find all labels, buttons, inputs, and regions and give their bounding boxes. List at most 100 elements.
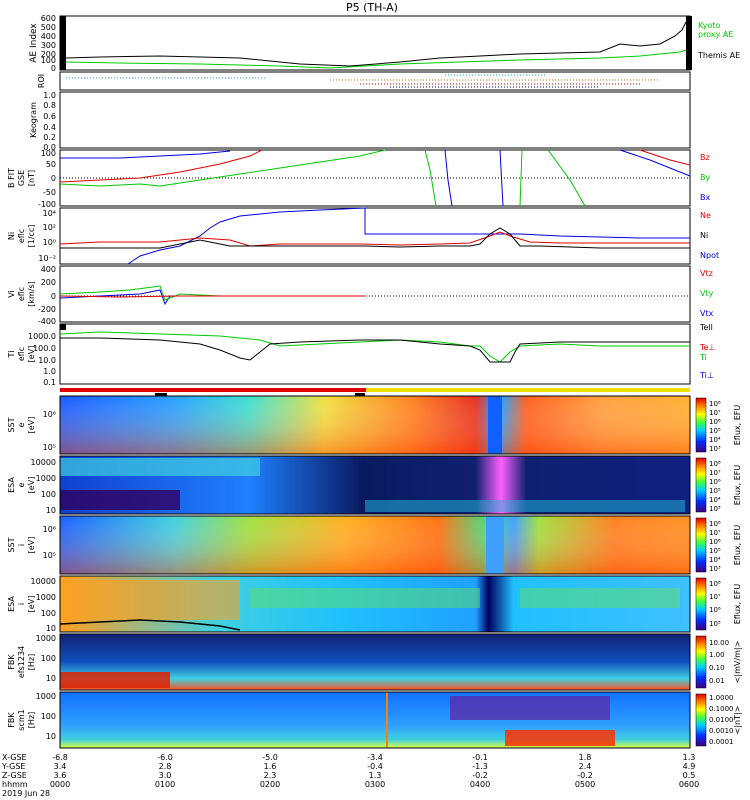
ae-ylabel: AE Index — [29, 23, 39, 63]
ti-tick-2: 10.0 — [38, 356, 56, 365]
hhmm-val-2: 0200 — [260, 780, 280, 789]
fbk1-panel: FBK efs1234 [Hz] 1000 100 10 — [7, 633, 691, 691]
x-val-3: -3.4 — [367, 753, 383, 762]
legend-ne: Ne — [700, 211, 711, 220]
ae-tick-4: 200 — [41, 50, 56, 59]
ae-left-bar — [60, 16, 66, 70]
cb5-tick-1: 1.00 — [709, 651, 725, 659]
fbk1-frame — [59, 633, 691, 691]
bfit-tick-2: 0 — [51, 174, 56, 183]
x-val-0: -6.8 — [52, 753, 68, 762]
vi-panel: Vi eflc [km/s] 400 200 0 -200 -400 Vtz V… — [7, 265, 714, 326]
bfit-tick-0: 100 — [41, 149, 56, 158]
fbk1-ylabel-1: efs1234 — [17, 646, 26, 678]
y-val-3: -0.4 — [367, 762, 383, 771]
plot-title: P5 (TH-A) — [346, 1, 398, 14]
legend-vtz: Vtz — [700, 269, 713, 278]
cb4-tick-2: 10⁶ — [709, 606, 721, 614]
x-val-4: -0.1 — [472, 753, 488, 762]
mode-bar-red — [60, 388, 366, 392]
legend-proxy-ae: proxy AE — [698, 30, 733, 39]
y-val-1: 2.8 — [159, 762, 172, 771]
ae-frame — [59, 15, 691, 71]
by-line-2 — [424, 149, 437, 207]
fbk1-tick-2: 10 — [46, 674, 56, 683]
keogram-tick-5: 0.0 — [43, 143, 56, 152]
sst-e-ylabel-0: SST — [7, 417, 16, 432]
keogram-panel: Keogram 1.0 0.8 0.6 0.4 0.2 0.0 — [29, 91, 691, 152]
cb4-tick-3: 10⁵ — [709, 620, 721, 628]
fbk2-purple-band — [450, 696, 610, 720]
by-line — [59, 149, 386, 187]
keogram-frame — [59, 91, 691, 149]
y-val-0: 3.4 — [54, 762, 67, 771]
cb2-tick-1: 10⁷ — [709, 469, 721, 477]
y-val-6: 4.9 — [683, 762, 696, 771]
cb6-tick-1: 0.1000 — [709, 705, 734, 713]
z-val-2: 2.3 — [264, 771, 277, 780]
esa-e-frame — [59, 455, 691, 515]
esa-i-hot-band — [60, 580, 240, 620]
ti-tick-3: 1.0 — [43, 367, 56, 376]
keogram-tick-0: 1.0 — [43, 91, 56, 100]
ni-tick-3: 10⁻² — [38, 254, 56, 263]
fbk2-tick-2: 10 — [46, 732, 56, 741]
ae-tick-6: 0 — [51, 64, 56, 73]
legend-te-perp: Te⊥ — [699, 343, 715, 352]
fbk2-hot-band — [505, 730, 615, 746]
bfit-tick-4: -100 — [38, 200, 56, 209]
bx-line-2 — [444, 149, 453, 207]
colorbar-6-label: <|nT|> — [733, 706, 742, 735]
bx-line-4 — [619, 149, 691, 177]
ti-frame — [59, 323, 691, 385]
legend-by: By — [700, 173, 710, 182]
cb6-tick-4: 0.0001 — [709, 738, 734, 746]
x-val-2: -5.0 — [262, 753, 278, 762]
colorbar-3-label: Eflux, EFU — [733, 525, 742, 566]
sst-i-ylabel-1: i — [17, 544, 26, 546]
ae-panel: AE Index 600 500 400 300 200 100 0 Kyoto… — [29, 14, 740, 73]
esa-i-ylabel-1: i — [17, 603, 26, 605]
esa-i-scpot-line — [59, 619, 241, 631]
esa-e-ylabel-0: ESA — [7, 477, 16, 493]
colorbar-2 — [695, 457, 707, 513]
esa-i-tick-2: 100 — [41, 609, 56, 618]
cb3-tick-3: 10⁵ — [709, 547, 721, 555]
colorbar-4-label: Eflux, EFU — [733, 584, 742, 625]
bz-line-2 — [639, 149, 691, 166]
ti-ylabel-0: Ti — [7, 351, 16, 359]
mode-bar-black-2 — [355, 393, 365, 396]
ni-frame — [59, 207, 691, 265]
z-val-4: -0.2 — [472, 771, 488, 780]
bx-line-3 — [499, 149, 504, 207]
esa-e-hot-band — [60, 458, 260, 476]
cb5-tick-0: 10.00 — [709, 639, 729, 647]
legend-ti: Ti — [699, 353, 707, 362]
bfit-tick-1: 50 — [46, 160, 56, 169]
fbk1-tick-1: 100 — [41, 654, 56, 663]
fbk1-ylabel-0: FBK — [7, 654, 16, 670]
ti-ylabel-1: eflc — [17, 347, 26, 361]
hhmm-val-0: 0000 — [50, 780, 70, 789]
ti-panel: Ti eflc [eV] 1000.0 100.0 10.0 1.0 0.1 T… — [7, 323, 715, 387]
cb5-tick-2: 0.10 — [709, 664, 725, 672]
legend-bz: Bz — [700, 153, 710, 162]
cb3-tick-1: 10⁷ — [709, 529, 721, 537]
sst-i-panel: SST i [eV] 10⁶ 10⁵ — [7, 515, 691, 575]
esa-i-frame — [59, 575, 691, 633]
footer-label-z: Z-GSE — [2, 771, 27, 780]
fbk2-ylabel-1: scm1 — [17, 709, 26, 730]
footer-label-y: Y-GSE — [1, 762, 25, 771]
keogram-tick-4: 0.2 — [43, 133, 56, 142]
ae-tick-3: 300 — [41, 41, 56, 50]
cb1-tick-1: 10⁷ — [709, 409, 721, 417]
ti-tick-1: 100.0 — [33, 344, 56, 353]
z-val-0: 3.6 — [54, 771, 67, 780]
fbk2-ylabel-2: [Hz] — [27, 712, 36, 728]
vi-ylabel-0: Vi — [7, 290, 16, 298]
cb1-tick-2: 10⁶ — [709, 418, 721, 426]
vi-tick-0: 400 — [41, 265, 56, 274]
cb2-tick-4: 10⁴ — [709, 496, 721, 504]
cb1-tick-3: 10⁵ — [709, 427, 721, 435]
colorbar-1 — [695, 397, 707, 453]
